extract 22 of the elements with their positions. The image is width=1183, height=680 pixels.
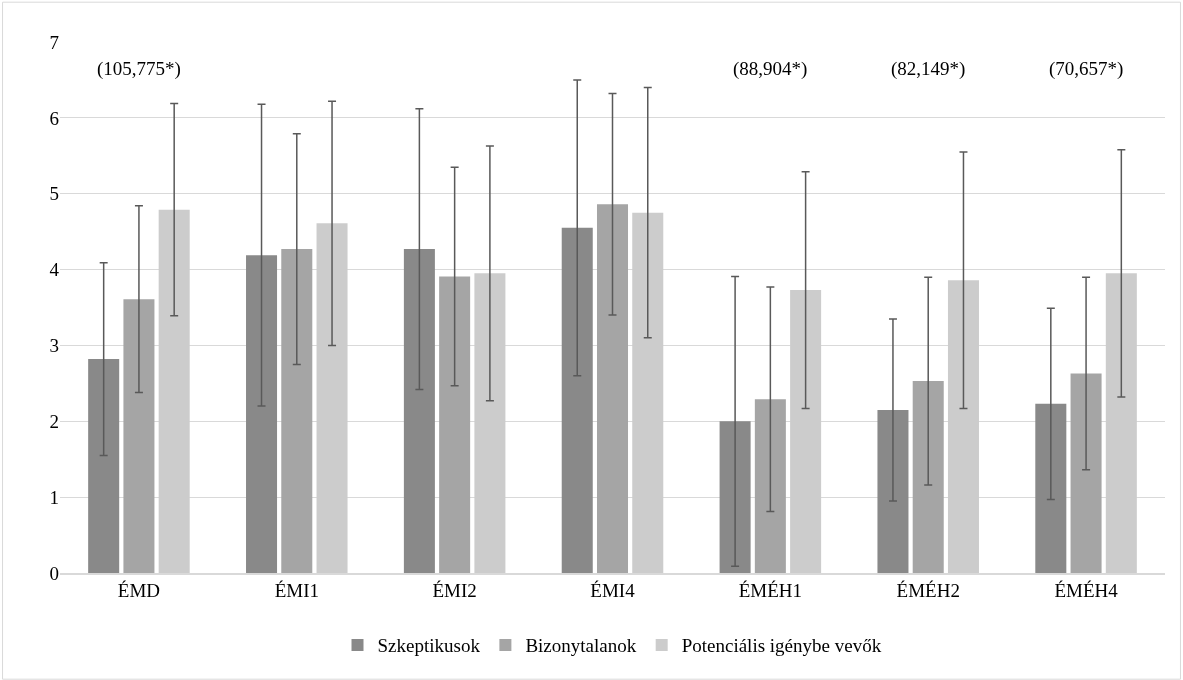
x-tick-label: ÉMI2 [432,580,477,602]
y-tick-label: 3 [49,335,59,357]
x-tick-label: ÉMD [117,580,161,602]
legend-label: Bizonytalanok [525,635,637,657]
annotation: (88,904*) [733,58,808,80]
legend-label: Szkeptikusok [377,635,481,657]
legend-label: Potenciális igénybe vevők [681,635,882,657]
y-tick-label: 1 [49,486,59,508]
x-tick-label: ÉMÉH2 [896,580,960,602]
x-tick-label: ÉMI1 [274,580,319,602]
x-tick-label: ÉMI4 [590,580,636,602]
x-tick-label: ÉMÉH4 [1054,580,1119,602]
y-tick-label: 0 [49,562,59,584]
annotation: (70,657*) [1049,58,1124,80]
y-tick-label: 5 [49,183,59,205]
y-tick-label: 7 [49,31,59,53]
annotation: (82,149*) [891,58,966,80]
x-tick-label: ÉMÉH1 [738,580,803,602]
y-tick-label: 4 [49,259,60,281]
annotation: (105,775*) [97,58,181,80]
y-tick-label: 2 [49,410,59,432]
y-tick-label: 6 [49,107,59,129]
